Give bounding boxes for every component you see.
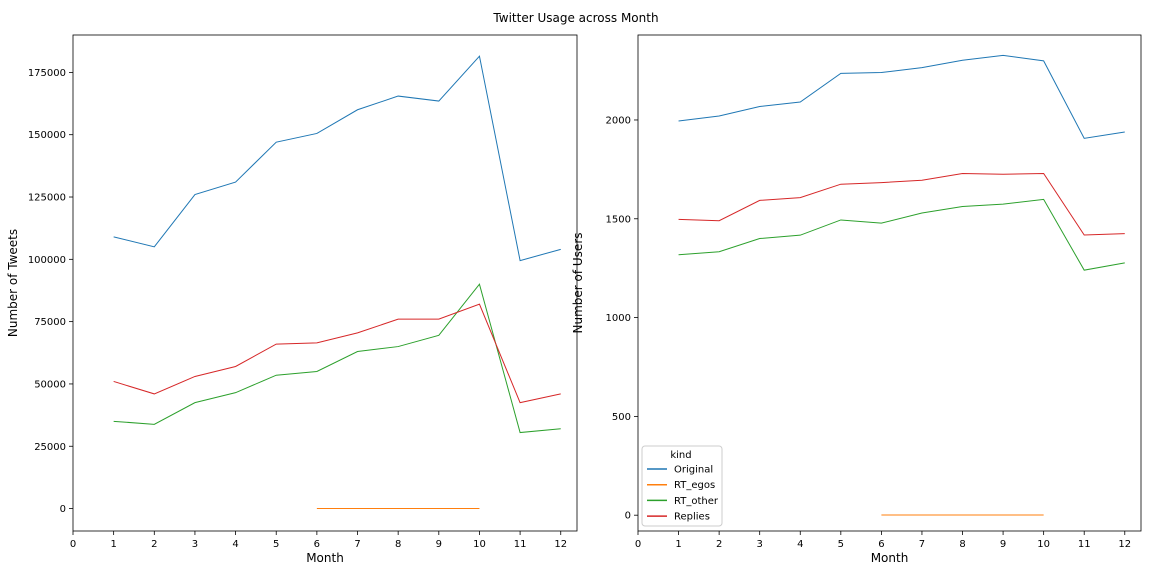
x-tick-label: 2	[151, 539, 157, 550]
x-tick-label: 6	[314, 539, 320, 550]
figure-title: Twitter Usage across Month	[492, 11, 658, 25]
x-tick-label: 11	[514, 539, 527, 550]
x-tick-label: 4	[232, 539, 238, 550]
x-tick-label: 1	[110, 539, 116, 550]
x-tick-label: 0	[70, 539, 76, 550]
series-line-original	[113, 55, 561, 262]
x-tick-label: 9	[1000, 539, 1006, 550]
legend-label: RT_other	[674, 496, 719, 507]
x-tick-label: 5	[273, 539, 279, 550]
y-tick-label: 1000	[606, 313, 631, 324]
y-tick-label: 175000	[28, 68, 66, 79]
legend-label: RT_egos	[674, 480, 715, 491]
legend-label: Replies	[674, 512, 710, 523]
y-tick-label: 500	[612, 412, 631, 423]
x-tick-label: 10	[473, 539, 486, 550]
x-axis-label: Month	[871, 551, 909, 565]
x-tick-label: 7	[354, 539, 360, 550]
x-tick-label: 4	[797, 539, 803, 550]
y-axis-label: Number of Users	[571, 232, 585, 333]
y-tick-label: 100000	[28, 255, 66, 266]
y-axis-label: Number of Tweets	[6, 229, 20, 337]
chart-panel-1: 0 1 2 3 4 5 6 7 8 9 10 11 12025000500007500010000012…	[6, 34, 578, 565]
legend-box	[641, 445, 723, 527]
x-tick-label: 6	[878, 539, 884, 550]
x-tick-label: 5	[838, 539, 844, 550]
x-tick-label: 2	[716, 539, 722, 550]
y-tick-label: 1500	[606, 214, 631, 225]
x-tick-label: 3	[192, 539, 198, 550]
series-line-replies	[678, 173, 1125, 236]
x-tick-label: 9	[436, 539, 442, 550]
axes-frame	[72, 34, 578, 532]
x-tick-label: 3	[757, 539, 763, 550]
series-line-original	[678, 54, 1125, 139]
legend: kind Original RT_egos RT_other Replies	[641, 445, 723, 527]
x-axis-label: Month	[306, 551, 344, 565]
series-line-rt-other	[678, 198, 1125, 271]
x-tick-label: 0	[635, 539, 641, 550]
x-tick-label: 10	[1037, 539, 1050, 550]
y-tick-label: 25000	[34, 442, 66, 453]
x-tick-label: 8	[395, 539, 401, 550]
x-tick-label: 7	[919, 539, 925, 550]
axes-frame	[637, 34, 1142, 532]
x-tick-label: 12	[1118, 539, 1131, 550]
series-line-replies	[113, 303, 561, 404]
chart-panels: 0 1 2 3 4 5 6 7 8 9 10 11 12025000500007500010000012…	[6, 34, 1142, 565]
series-line-rt-other	[113, 283, 561, 434]
y-tick-label: 0	[60, 504, 66, 515]
chart-panel-2: 0 1 2 3 4 5 6 7 8 9 10 11 120500100015002000MonthNum…	[571, 34, 1142, 565]
x-tick-label: 8	[959, 539, 965, 550]
y-tick-label: 150000	[28, 130, 66, 141]
x-tick-label: 1	[675, 539, 681, 550]
y-tick-label: 50000	[34, 379, 66, 390]
legend-label: Original	[674, 465, 713, 476]
x-tick-label: 12	[554, 539, 567, 550]
x-tick-label: 11	[1078, 539, 1091, 550]
y-tick-label: 2000	[606, 115, 631, 126]
legend-title: kind	[670, 450, 691, 461]
y-tick-label: 125000	[28, 193, 66, 204]
y-tick-label: 0	[625, 511, 631, 522]
y-tick-label: 75000	[34, 317, 66, 328]
